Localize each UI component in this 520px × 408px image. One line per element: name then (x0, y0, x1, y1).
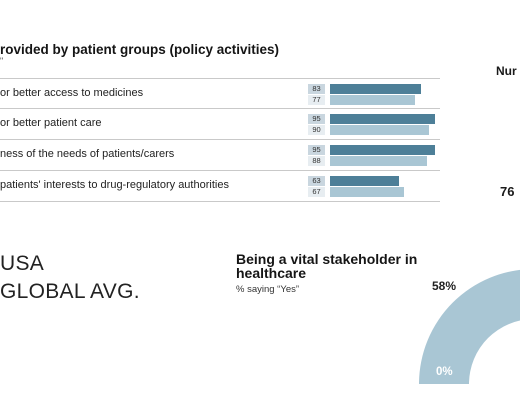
right-value: 76 (500, 184, 515, 199)
data-label-global: 67 (308, 187, 325, 197)
donut-zero-label: 0% (436, 366, 453, 378)
table-subtitle: " (0, 56, 4, 66)
table-title: rovided by patient groups (policy activi… (0, 42, 280, 57)
data-label-usa: 63 (308, 176, 325, 186)
legend-usa: USA (0, 252, 45, 275)
data-label-global: 88 (308, 156, 325, 166)
bar-global (330, 125, 429, 135)
donut-subtitle: % saying “Yes” (236, 284, 300, 295)
row-label: or better patient care (0, 117, 102, 129)
table-row: ness of the needs of patients/carers 95 88 (0, 139, 440, 170)
right-heading: Nur (496, 64, 517, 78)
table-row: or better patient care 95 90 (0, 108, 440, 139)
bar-global (330, 156, 427, 166)
donut-title: Being a vital stakeholder in healthcare (236, 251, 418, 281)
donut-arc (419, 269, 520, 384)
row-label: patients' interests to drug-regulatory a… (0, 179, 229, 191)
table-row: patients' interests to drug-regulatory a… (0, 170, 440, 202)
bar-usa (330, 84, 422, 94)
bar-global (330, 95, 415, 105)
bar-usa (330, 145, 435, 155)
bar-usa (330, 176, 400, 186)
legend-global: GLOBAL AVG. (0, 280, 140, 303)
data-label-usa: 95 (308, 114, 325, 124)
bar-usa (330, 114, 435, 124)
row-label: or better access to medicines (0, 87, 144, 99)
data-label-usa: 83 (308, 84, 325, 94)
donut-value-label: 58% (432, 279, 457, 293)
data-label-global: 90 (308, 125, 325, 135)
bar-global (330, 187, 404, 197)
data-label-global: 77 (308, 95, 325, 105)
row-label: ness of the needs of patients/carers (0, 148, 175, 160)
data-label-usa: 95 (308, 145, 325, 155)
table-row: or better access to medicines 83 77 (0, 78, 440, 109)
